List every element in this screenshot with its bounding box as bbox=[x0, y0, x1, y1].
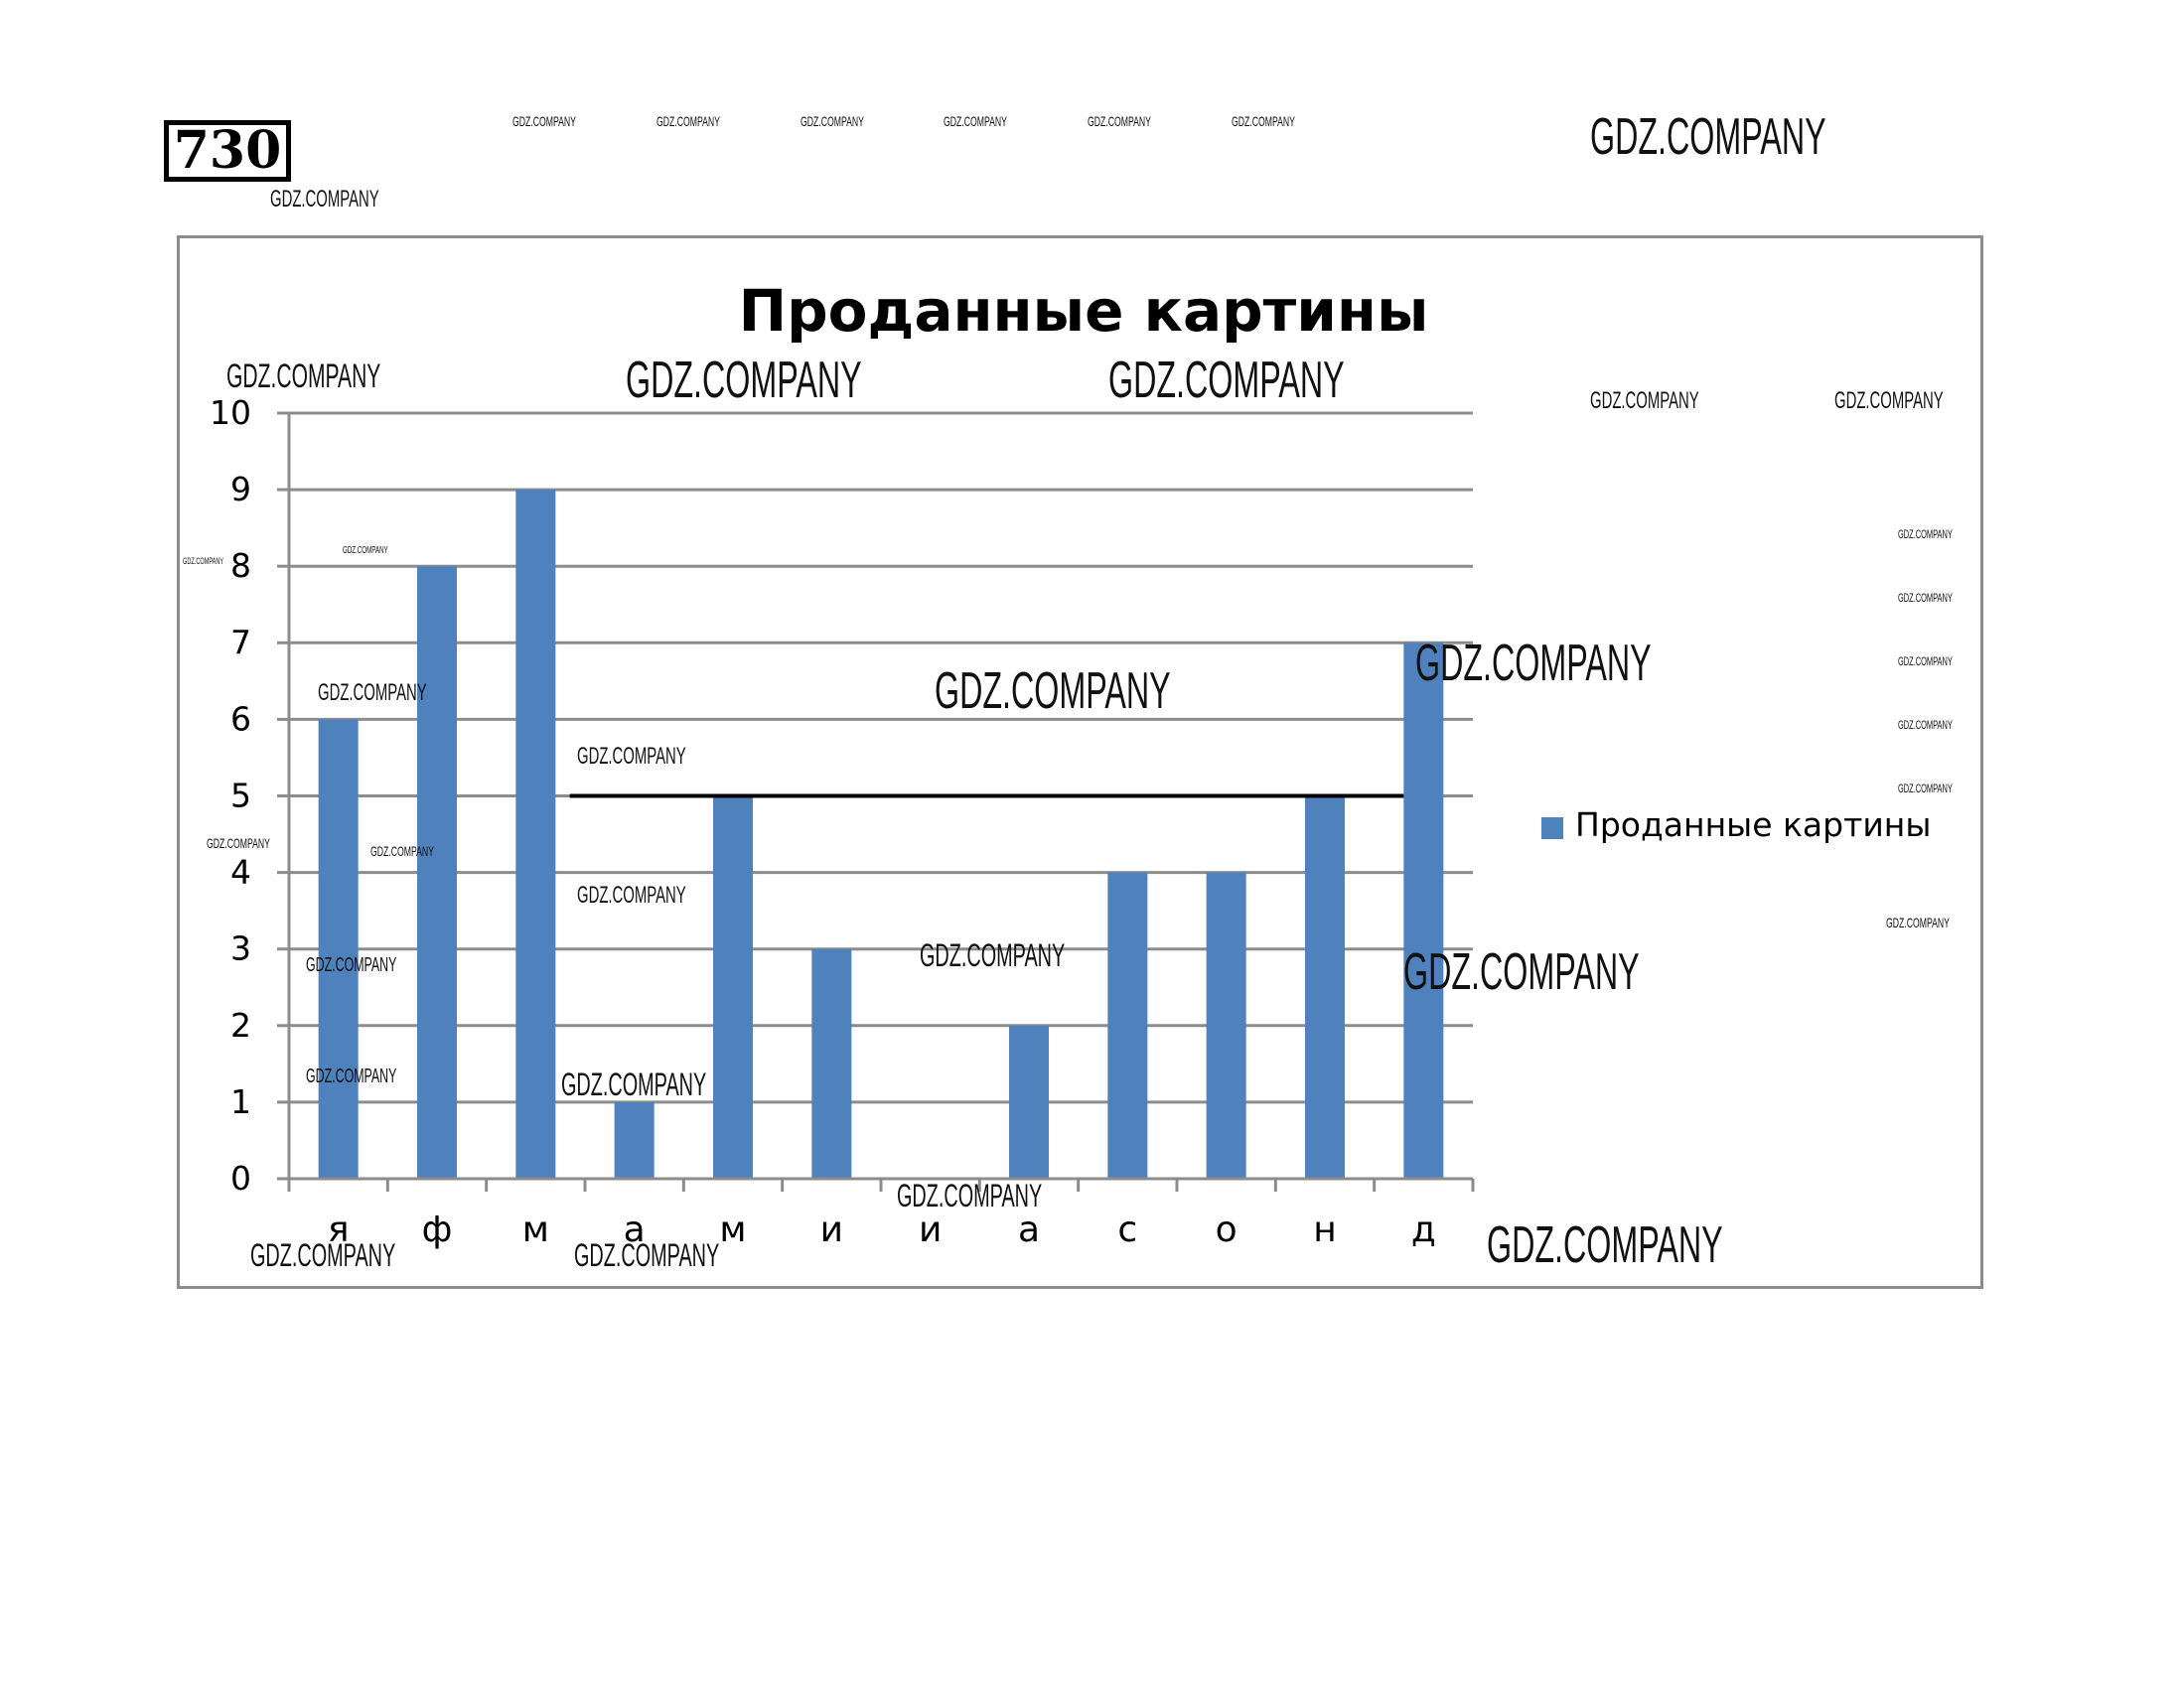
bar-chart: Проданные картины 0 1 2 3 4 5 6 7 8 9 10 я ф м а м и и а с о… bbox=[210, 277, 1931, 1250]
chart-frame: Проданные картины 0 1 2 3 4 5 6 7 8 9 10 я ф м а м и и а с о… bbox=[177, 235, 1983, 1289]
x-tick-label: н bbox=[1313, 1210, 1337, 1250]
y-tick-label: 10 bbox=[210, 393, 251, 432]
watermark-text: GDZ.COMPANY bbox=[270, 186, 379, 213]
y-tick-label: 8 bbox=[230, 546, 251, 585]
bar bbox=[515, 490, 556, 1180]
watermark-text: GDZ.COMPANY bbox=[801, 113, 864, 129]
bar bbox=[713, 795, 753, 1179]
x-tick-label: о bbox=[1216, 1210, 1238, 1250]
y-tick-label: 4 bbox=[230, 853, 251, 892]
watermark-text: GDZ.COMPANY bbox=[944, 113, 1007, 129]
watermark-text: GDZ.COMPANY bbox=[1088, 113, 1151, 129]
y-tick-label: 9 bbox=[230, 470, 251, 508]
y-tick-label: 5 bbox=[230, 777, 251, 815]
watermark-text: GDZ.COMPANY bbox=[1590, 108, 1826, 166]
problem-number: 730 bbox=[164, 120, 291, 182]
x-tick-label: и bbox=[919, 1210, 942, 1250]
x-tick-label: д bbox=[1411, 1210, 1436, 1250]
axes bbox=[287, 413, 1475, 1192]
y-tick-label: 3 bbox=[230, 929, 251, 968]
x-tick-label: а bbox=[1018, 1210, 1040, 1250]
y-tick-label: 2 bbox=[230, 1006, 251, 1045]
bar bbox=[614, 1101, 655, 1179]
watermark-text: GDZ.COMPANY bbox=[656, 113, 720, 129]
bar bbox=[1206, 872, 1246, 1179]
bar bbox=[811, 948, 852, 1179]
y-tick-label: 7 bbox=[230, 623, 251, 661]
x-tick-label: с bbox=[1117, 1210, 1137, 1250]
bar bbox=[1009, 1025, 1049, 1179]
legend-swatch bbox=[1541, 817, 1563, 839]
bar bbox=[1305, 795, 1345, 1179]
x-tick-label: а bbox=[624, 1210, 646, 1250]
x-tick-label: м bbox=[522, 1210, 549, 1250]
chart-title: Проданные картины bbox=[739, 277, 1429, 345]
axis-labels: 0 1 2 3 4 5 6 7 8 9 10 я ф м а м и и а с о н д bbox=[210, 393, 1436, 1250]
bar bbox=[1403, 642, 1444, 1179]
x-tick-label: м bbox=[719, 1210, 746, 1250]
y-tick-label: 6 bbox=[230, 699, 251, 738]
x-tick-label: я bbox=[328, 1210, 350, 1250]
y-tick-label: 0 bbox=[230, 1159, 251, 1198]
bar bbox=[318, 719, 359, 1179]
legend-label: Проданные картины bbox=[1575, 805, 1931, 844]
x-tick-label: ф bbox=[422, 1210, 453, 1250]
watermark-text: GDZ.COMPANY bbox=[1232, 113, 1295, 129]
x-tick-label: и bbox=[820, 1210, 843, 1250]
bars bbox=[318, 490, 1444, 1180]
y-tick-label: 1 bbox=[230, 1082, 251, 1121]
bar bbox=[1107, 872, 1148, 1179]
bar bbox=[417, 566, 457, 1179]
legend: Проданные картины bbox=[1541, 805, 1931, 844]
watermark-text: GDZ.COMPANY bbox=[512, 113, 576, 129]
